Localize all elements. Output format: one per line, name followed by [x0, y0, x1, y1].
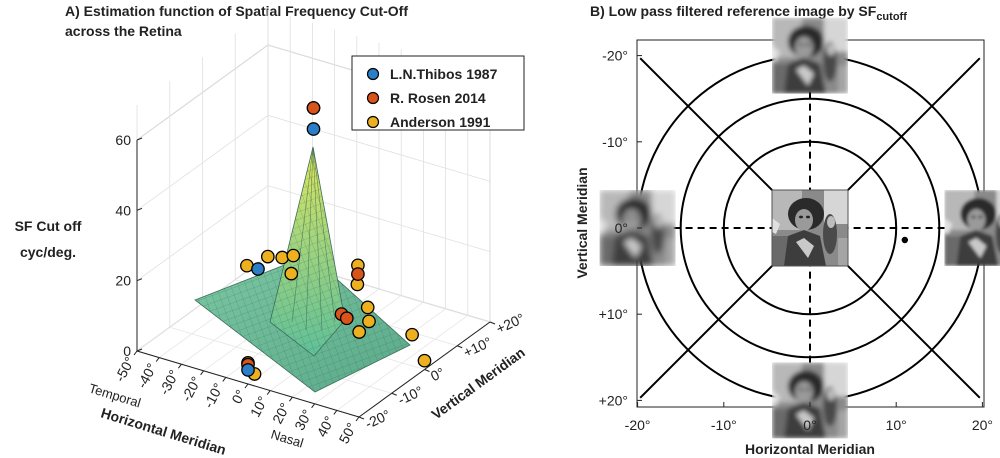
- x-tick-label: -10°: [200, 380, 226, 410]
- blind-spot-marker: [901, 236, 909, 244]
- legend-label: Anderson 1991: [390, 114, 491, 130]
- polar-art: [599, 17, 1000, 439]
- x-tick-label: -20°: [178, 374, 204, 404]
- x-tick-mark: [244, 383, 249, 389]
- x-tick-mark: [266, 390, 271, 395]
- y-tick-mark: [457, 345, 463, 349]
- x-tick-mark: [288, 396, 293, 402]
- data-point: [241, 363, 255, 377]
- panel-b-title: B) Low pass filtered reference image by …: [590, 3, 907, 23]
- data-point: [360, 300, 375, 315]
- y-tick-mark: [358, 416, 365, 420]
- panel-b-x-tick-label: 10°: [886, 417, 907, 433]
- data-point: [306, 122, 321, 136]
- x-tick-mark: [333, 410, 338, 415]
- legend-marker: [366, 91, 380, 105]
- panel-b-y-tick-label: -20°: [602, 48, 628, 64]
- z-axis-label-line2: cyc/deg.: [20, 244, 76, 260]
- x-tick-label: 10°: [247, 393, 271, 419]
- panel-b-y-tick-label: 0°: [615, 220, 628, 236]
- z-tick-label: 40: [115, 202, 131, 218]
- data-point: [251, 262, 265, 276]
- panel-a-title-line1: A) Estimation function of Spatial Freque…: [65, 3, 408, 19]
- legend-box: [351, 55, 525, 131]
- data-point: [362, 314, 376, 329]
- y-tick-mark: [391, 392, 397, 396]
- x-tick-label: 40°: [313, 413, 337, 439]
- z-tick-label: 60: [115, 132, 131, 148]
- panel-b-y-tick-label: +20°: [599, 392, 628, 408]
- panel-b-x-tick-label: 0°: [803, 417, 816, 433]
- data-point: [286, 248, 301, 263]
- panel-b-title-main: B) Low pass filtered reference image by …: [590, 3, 877, 19]
- data-point: [351, 267, 365, 281]
- data-point: [417, 353, 432, 368]
- y-ticks: -20°-10°0°+10°+20°: [358, 310, 527, 432]
- z-tick-mark: [136, 207, 143, 211]
- peak-ridges: [291, 146, 336, 331]
- wall-grid: [136, 9, 491, 352]
- x-tick-mark: [155, 357, 160, 362]
- data-point: [405, 327, 419, 342]
- panel-b-x-axis-label: Horizontal Meridian: [745, 441, 875, 457]
- panel-b-x-tick-label: -10°: [711, 417, 737, 433]
- panel-b: B) Low pass filtered reference image by …: [574, 3, 1000, 457]
- data-point: [284, 266, 299, 281]
- data-point: [275, 250, 290, 265]
- panel-a-title-line2: across the Retina: [65, 23, 182, 39]
- legend: L.N.Thibos 1987 R. Rosen 2014 Anderson 199…: [351, 55, 525, 131]
- x-tick-label: -50°: [111, 354, 137, 384]
- legend-label: R. Rosen 2014: [390, 90, 486, 106]
- y-tick-mark: [424, 369, 430, 372]
- panel-b-y-axis-label: Vertical Meridian: [574, 167, 590, 278]
- x-tick-label: 30°: [291, 407, 315, 433]
- z-tick-label: 20: [115, 273, 131, 289]
- z-ticks: 0 20 40 60: [115, 132, 143, 359]
- data-point: [306, 101, 321, 115]
- x-tick-mark: [355, 416, 360, 422]
- legend-label: L.N.Thibos 1987: [390, 66, 498, 82]
- x-tick-mark: [222, 377, 227, 382]
- z-tick-mark: [136, 278, 143, 282]
- x-tick-mark: [200, 370, 205, 376]
- x-tick-label: 50°: [336, 420, 360, 446]
- panel-b-title-sub: cutoff: [876, 11, 907, 23]
- z-tick-mark: [136, 137, 143, 141]
- z-tick-label: 0: [123, 343, 131, 359]
- x-axis-label: Horizontal Meridian: [99, 405, 228, 458]
- z-axis-label-line1: SF Cut off: [15, 218, 82, 234]
- panel-b-y-tick-label: +10°: [599, 306, 628, 322]
- x-side-label-temporal: Temporal: [87, 381, 143, 411]
- panel-b-x-tick-label: 20°: [972, 417, 993, 433]
- y-tick-label: 0°: [428, 364, 447, 384]
- legend-marker: [366, 115, 380, 129]
- data-point: [339, 311, 354, 326]
- reference-image-top: [772, 17, 848, 94]
- surface-peak-mesh: [270, 147, 345, 356]
- x-tick-label: 0°: [228, 387, 248, 406]
- panel-a: A) Estimation function of Spatial Freque…: [15, 3, 528, 458]
- x-tick-mark: [133, 350, 138, 356]
- x-tick-mark: [311, 403, 316, 409]
- data-markers: [240, 101, 432, 381]
- panel-b-x-tick-label: -20°: [625, 417, 651, 433]
- z-tick-mark: [136, 348, 143, 352]
- x-tick-label: -40°: [134, 360, 160, 390]
- y-tick-label: +20°: [494, 310, 527, 337]
- reference-image-center: [771, 189, 849, 267]
- legend-marker: [366, 67, 380, 81]
- polar-ticks: -20° -10° 0° 10° 20° -20° -10° 0° +10° +20°: [599, 48, 993, 433]
- x-tick-mark: [177, 363, 182, 369]
- reference-image-right: [944, 190, 1000, 266]
- y-tick-mark: [489, 321, 496, 325]
- data-point: [260, 249, 275, 264]
- x-tick-label: 20°: [269, 400, 293, 426]
- x-tick-label: -30°: [156, 367, 182, 397]
- data-point: [352, 325, 367, 339]
- panel-b-y-tick-label: -10°: [602, 134, 628, 150]
